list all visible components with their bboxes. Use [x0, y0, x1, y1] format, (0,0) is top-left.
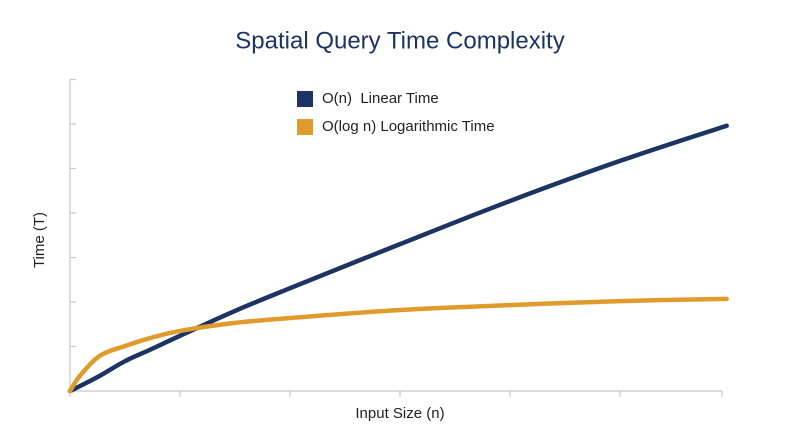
legend-swatch	[297, 91, 313, 107]
series-line	[67, 123, 729, 394]
legend-label: O(log n) Logarithmic Time	[322, 118, 495, 135]
x-axis-label: Input Size (n)	[355, 405, 444, 422]
chart-title: Spatial Query Time Complexity	[235, 27, 564, 54]
legend-label: O(n) Linear Time	[322, 90, 439, 107]
series-line	[67, 296, 729, 394]
legend-swatch	[297, 119, 313, 135]
y-axis-label: Time (T)	[31, 212, 48, 268]
